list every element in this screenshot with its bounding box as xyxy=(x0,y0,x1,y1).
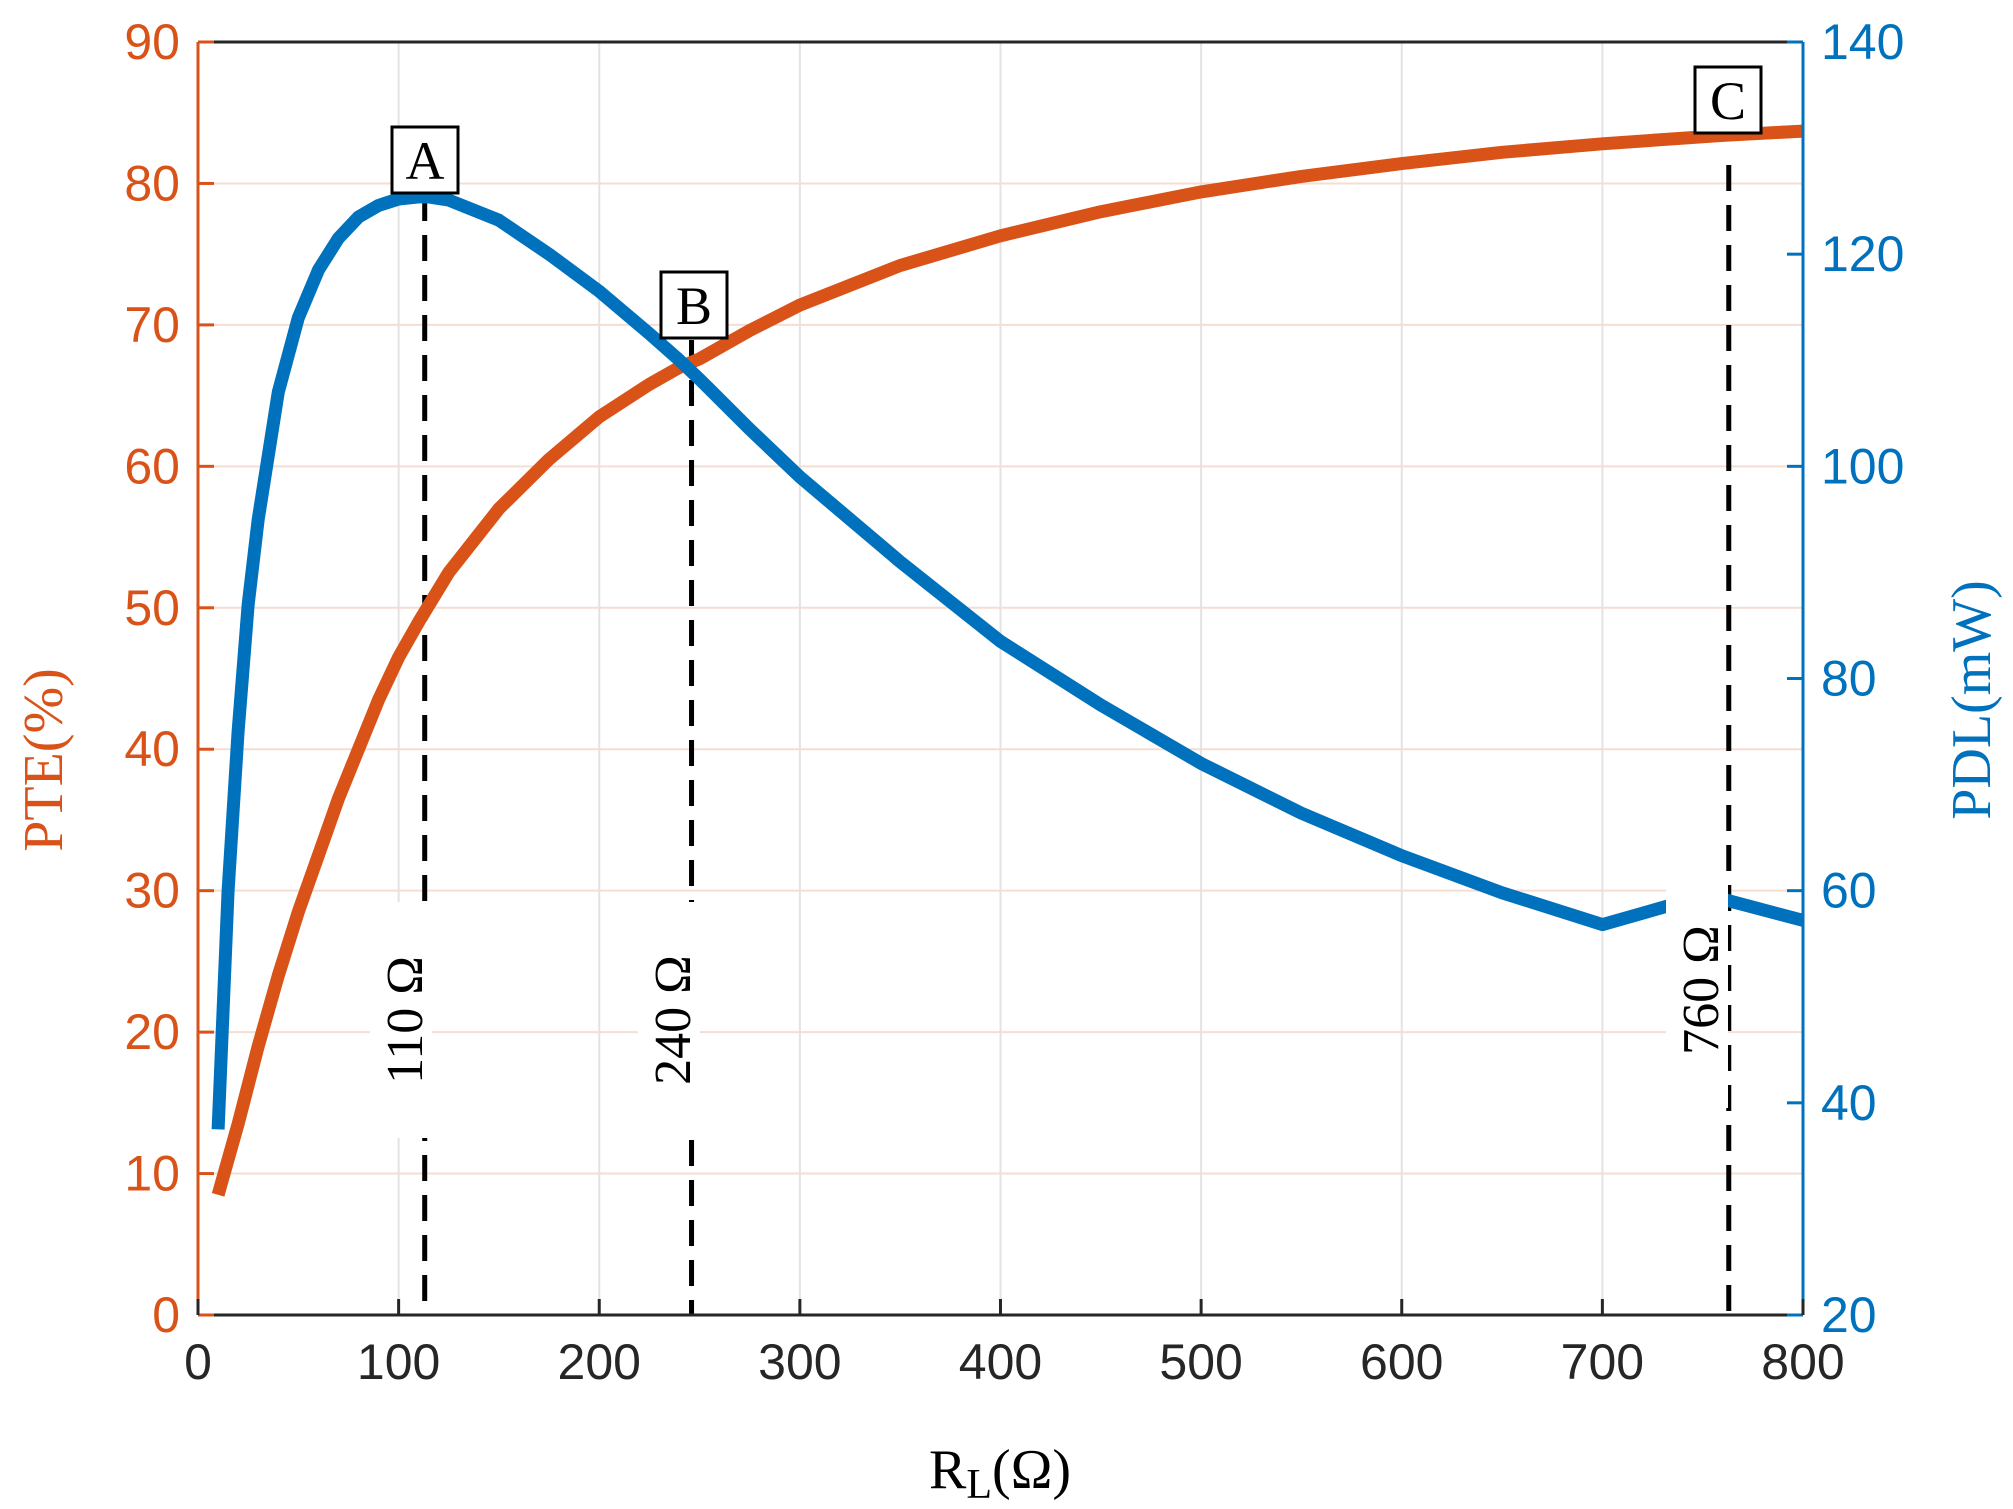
resistance-label-bg xyxy=(370,902,432,1138)
y-right-tick-label: 40 xyxy=(1821,1075,1877,1131)
y-right-tick-label: 20 xyxy=(1821,1287,1877,1343)
marker-label-a: A xyxy=(406,131,445,191)
x-tick-label: 500 xyxy=(1159,1334,1242,1390)
y-right-tick-label: 100 xyxy=(1821,438,1904,494)
x-tick-label: 100 xyxy=(357,1334,440,1390)
y-left-tick-label: 60 xyxy=(124,438,180,494)
axes xyxy=(196,40,1805,1317)
x-axis-title: RL(Ω) xyxy=(929,1439,1071,1508)
y-left-tick-label: 40 xyxy=(124,721,180,777)
y-left-tick-label: 10 xyxy=(124,1146,180,1202)
y-left-tick-label: 20 xyxy=(124,1004,180,1060)
x-tick-label: 0 xyxy=(184,1334,212,1390)
y-right-tick-label: 140 xyxy=(1821,14,1904,70)
marker-labels: A B C xyxy=(390,65,1763,340)
y-left-tick-label: 0 xyxy=(152,1287,180,1343)
pte-curve xyxy=(211,124,1804,1197)
y-right-tick-label: 120 xyxy=(1821,226,1904,282)
y-left-tick-label: 30 xyxy=(124,863,180,919)
resistance-labels: 110 Ω 240 Ω 760 Ω xyxy=(370,872,1730,1138)
resistance-label-bg xyxy=(1666,872,1728,1108)
y-left-axis-title: PTE(%) xyxy=(13,668,75,852)
y-left-tick-label: 90 xyxy=(124,14,180,70)
x-tick-label: 400 xyxy=(959,1334,1042,1390)
y-left-tick-label: 70 xyxy=(124,297,180,353)
x-axis-title-suffix: (Ω) xyxy=(992,1439,1071,1501)
marker-label-b: B xyxy=(676,276,712,336)
y-right-tick-label: 80 xyxy=(1821,651,1877,707)
y-left-tick-label: 50 xyxy=(124,580,180,636)
curves xyxy=(211,124,1805,1197)
x-axis-title-sub: L xyxy=(966,1462,992,1508)
y-right-tick-label: 60 xyxy=(1821,863,1877,919)
tick-labels: 0 10 20 30 40 50 60 70 80 90 20 40 60 80 100 120 140 0 100… xyxy=(124,14,1904,1390)
x-tick-label: 600 xyxy=(1360,1334,1443,1390)
grid xyxy=(197,41,1804,1316)
x-tick-label: 300 xyxy=(758,1334,841,1390)
marker-box-a xyxy=(390,125,460,195)
marker-label-c: C xyxy=(1710,71,1746,131)
x-tick-label: 700 xyxy=(1561,1334,1644,1390)
y-right-axis-title: PDL(mW) xyxy=(1941,580,2003,820)
resistance-label: 240 Ω xyxy=(645,955,702,1085)
marker-box-c xyxy=(1693,65,1763,135)
pdl-curve xyxy=(211,190,1805,1130)
x-tick-label: 800 xyxy=(1761,1334,1844,1390)
resistance-label: 760 Ω xyxy=(1673,925,1730,1055)
marker-lines xyxy=(422,165,1732,1315)
x-tick-label: 200 xyxy=(558,1334,641,1390)
marker-box-b xyxy=(659,270,729,340)
resistance-label-bg xyxy=(638,902,700,1138)
resistance-label: 110 Ω xyxy=(377,956,434,1084)
y-left-tick-label: 80 xyxy=(124,155,180,211)
x-axis-title-main: R xyxy=(929,1439,967,1501)
